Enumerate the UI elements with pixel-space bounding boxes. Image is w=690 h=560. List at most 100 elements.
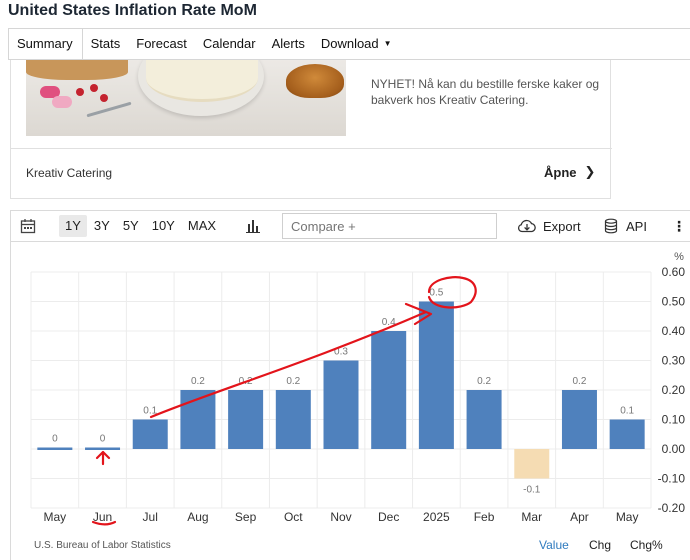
chart-toolbar: 1Y 3Y 5Y 10Y MAX Export API ⋮ (10, 210, 690, 242)
data-label: 0.5 (429, 288, 443, 299)
title-bar: United States Inflation Rate MoM (0, 0, 690, 26)
bar[interactable] (561, 390, 597, 449)
jun-annotation-arrow (95, 450, 111, 466)
y-tick-label: 0.00 (662, 442, 686, 456)
macaron-shape (40, 86, 60, 98)
api-button[interactable]: API (603, 211, 647, 241)
source-label: U.S. Bureau of Labor Statistics (34, 540, 171, 551)
y-tick-label: 0.50 (662, 295, 686, 309)
ad-banner[interactable]: NYHET! Nå kan du bestille ferske kaker o… (10, 60, 612, 199)
ad-open-label: Åpne (544, 164, 577, 180)
tab-download-label: Download (320, 35, 379, 51)
data-label: 0.2 (286, 376, 300, 387)
data-label: 0.1 (143, 406, 157, 417)
page-title: United States Inflation Rate MoM (8, 2, 257, 19)
y-unit-label: % (674, 251, 684, 263)
croissant-shape (286, 64, 344, 98)
view-chg-percent[interactable]: Chg% (630, 538, 663, 552)
x-tick-label: Nov (330, 510, 351, 524)
x-tick-label: May (44, 510, 67, 524)
data-label: 0 (100, 434, 106, 445)
y-tick-label: -0.10 (658, 472, 686, 486)
chevron-right-icon: ❯ (584, 164, 596, 179)
bar[interactable] (418, 301, 454, 450)
x-tick-label: Aug (187, 510, 208, 524)
ad-text: NYHET! Nå kan du bestille ferske kaker o… (371, 77, 600, 107)
x-tick-label: Oct (284, 510, 303, 524)
range-5y[interactable]: 5Y (122, 218, 139, 233)
bar[interactable] (609, 419, 645, 450)
data-label: 0.3 (334, 347, 348, 358)
ad-image (26, 60, 346, 136)
export-label: Export (543, 218, 581, 234)
cloud-download-icon (517, 219, 536, 233)
y-tick-label: 0.40 (662, 324, 686, 338)
bar-chart-icon[interactable] (236, 211, 270, 241)
red-annotations (91, 276, 477, 526)
export-button[interactable]: Export (517, 211, 581, 241)
trend-annotation-line (149, 302, 433, 419)
tab-summary[interactable]: Summary (9, 29, 83, 59)
caret-down-icon: ▼ (383, 39, 392, 49)
more-options-icon[interactable]: ⋮ (672, 217, 686, 234)
y-tick-label: 0.60 (662, 265, 686, 279)
nav-tabs: Summary Stats Forecast Calendar Alerts D… (8, 28, 690, 60)
x-tick-label: Feb (474, 510, 495, 524)
y-tick-label: 0.30 (662, 354, 686, 368)
x-tick-label: May (616, 510, 639, 524)
x-tick-label: Apr (570, 510, 589, 524)
bar[interactable] (323, 360, 359, 450)
y-tick-label: -0.20 (658, 501, 686, 515)
chart-area: 0 0 0.1 0.2 0.2 0.2 0.3 0.4 0.5 0.2 -0.1 0.2 0.1 0.6… (10, 242, 690, 560)
x-tick-label: Sep (235, 510, 257, 524)
peak-annotation-circle (427, 276, 477, 309)
macaron-shape (52, 96, 72, 108)
data-label: 0.1 (620, 406, 634, 417)
bar[interactable] (85, 447, 121, 451)
spoon-shape (86, 101, 132, 118)
bar-chart: 0 00.10.2 0.2 0.20.30.40.50.2-0.10.20.1 0.6… (30, 251, 686, 526)
data-label: 0.2 (477, 376, 491, 387)
view-value[interactable]: Value (539, 538, 569, 552)
bar[interactable] (275, 390, 311, 449)
bar[interactable] (228, 390, 264, 449)
bar[interactable] (132, 419, 168, 450)
jun-annotation-underline (91, 520, 117, 526)
data-label: 0.4 (382, 317, 396, 328)
x-tick-label: Dec (378, 510, 399, 524)
data-label: 0 (52, 434, 58, 445)
range-max[interactable]: MAX (187, 218, 217, 233)
tab-download[interactable]: Download ▼ (313, 29, 400, 60)
ad-open-button[interactable]: Åpne ❯ (544, 164, 595, 180)
tab-calendar[interactable]: Calendar (202, 36, 256, 51)
berry-shape (90, 84, 98, 92)
range-3y[interactable]: 3Y (93, 218, 110, 233)
tab-alerts[interactable]: Alerts (271, 36, 305, 51)
calendar-icon[interactable] (11, 211, 45, 241)
x-tick-label: Mar (521, 510, 542, 524)
berry-shape (100, 94, 108, 102)
ad-divider (11, 148, 612, 149)
data-label: 0.2 (573, 376, 587, 387)
cake-shape (146, 60, 258, 102)
range-10y[interactable]: 10Y (151, 218, 175, 233)
y-tick-label: 0.10 (662, 413, 686, 427)
ad-sponsor: Kreativ Catering (26, 166, 113, 180)
database-icon (604, 218, 618, 234)
y-tick-label: 0.20 (662, 383, 686, 397)
bar[interactable] (466, 390, 502, 449)
bar[interactable] (514, 449, 550, 479)
bar[interactable] (37, 447, 73, 451)
bar[interactable] (371, 331, 407, 449)
tab-stats[interactable]: Stats (90, 36, 121, 51)
api-label: API (626, 218, 647, 234)
x-tick-label: Jun (93, 510, 112, 524)
x-tick-label: Jul (143, 510, 158, 524)
data-label: 0.2 (191, 376, 205, 387)
compare-input[interactable] (282, 213, 497, 239)
tart-shape (26, 60, 128, 80)
data-label: -0.1 (523, 485, 541, 496)
range-1y[interactable]: 1Y (59, 215, 87, 237)
tab-forecast[interactable]: Forecast (136, 36, 187, 51)
view-chg[interactable]: Chg (589, 538, 612, 552)
